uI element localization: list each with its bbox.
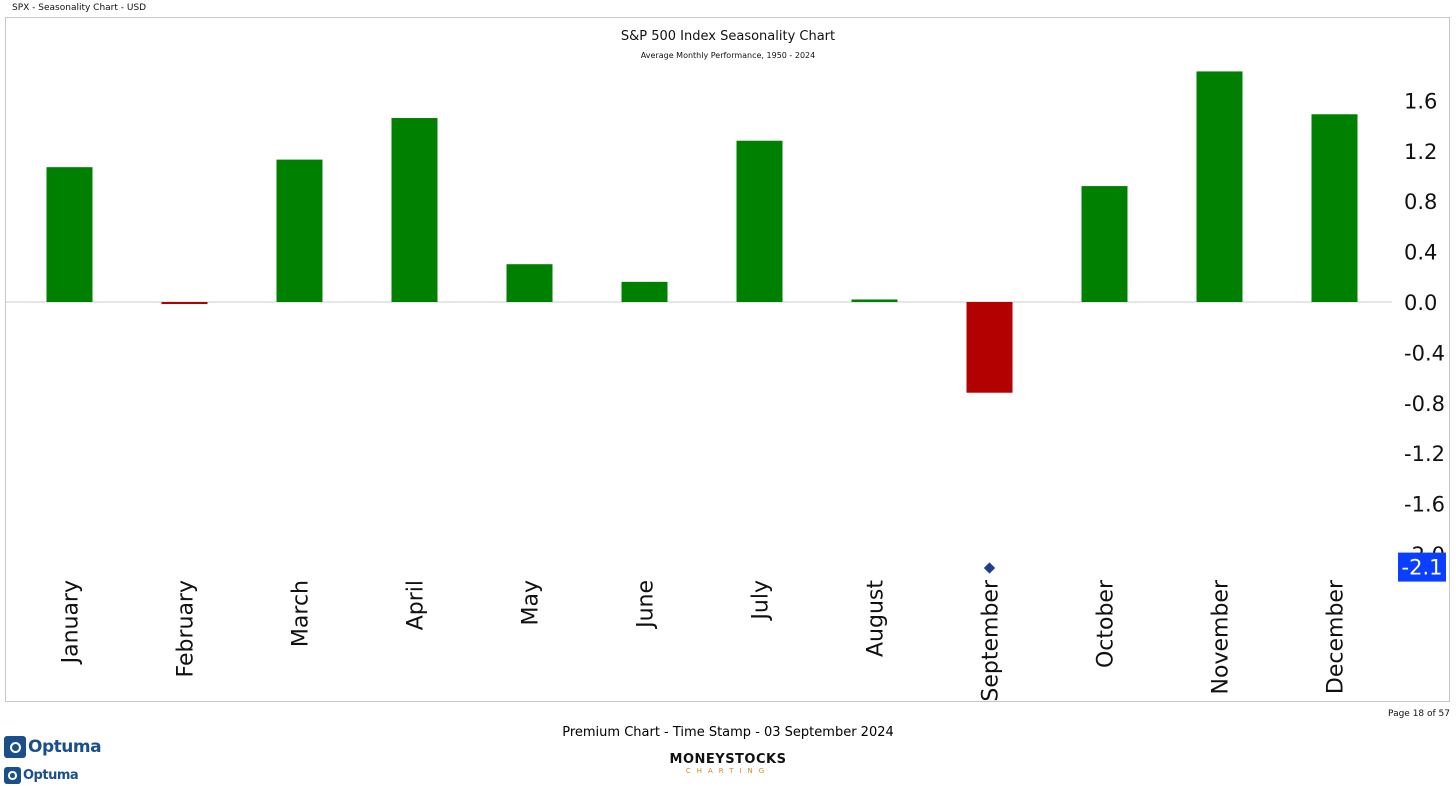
current-month-marker bbox=[983, 562, 996, 574]
optuma-logo-small: Optuma bbox=[4, 767, 79, 784]
optuma-logo-text: Optuma bbox=[28, 737, 102, 757]
y-tick-label: -1.2 bbox=[1404, 442, 1445, 466]
y-tick-label: 1.6 bbox=[1404, 89, 1437, 113]
bar-october bbox=[1081, 186, 1128, 302]
y-tick-label: -0.8 bbox=[1404, 392, 1445, 416]
optuma-logo-icon bbox=[4, 736, 26, 758]
timestamp-text: Premium Chart - Time Stamp - 03 Septembe… bbox=[562, 725, 894, 740]
category-label: February bbox=[174, 580, 199, 678]
category-label: October bbox=[1094, 579, 1119, 668]
brand-name: MONEYSTOCKS bbox=[669, 752, 787, 767]
bar-december bbox=[1311, 114, 1358, 302]
y-tick-label: 0.0 bbox=[1404, 291, 1437, 315]
category-label: September bbox=[979, 579, 1004, 702]
chart-title: S&P 500 Index Seasonality Chart bbox=[621, 29, 835, 44]
category-label: May bbox=[519, 580, 544, 625]
bars-layer bbox=[6, 71, 1392, 393]
y-tick-label: -0.4 bbox=[1404, 341, 1445, 365]
current-value-badge bbox=[1398, 552, 1446, 582]
chart-subtitle: Average Monthly Performance, 1950 - 2024 bbox=[641, 51, 815, 60]
current-value-label: -2.1 bbox=[1402, 556, 1443, 580]
x-axis: January February March April May June July Augu… bbox=[59, 562, 1349, 702]
page-number: Page 18 of 57 bbox=[1388, 709, 1450, 719]
bar-november bbox=[1196, 71, 1243, 302]
bar-june bbox=[621, 281, 668, 302]
bar-may bbox=[506, 264, 553, 302]
bar-july bbox=[736, 140, 783, 302]
category-label: July bbox=[749, 580, 774, 622]
bar-september bbox=[966, 302, 1013, 393]
category-label: January bbox=[59, 580, 84, 665]
bar-august bbox=[851, 299, 898, 302]
chart-symbol-label: SPX - Seasonality Chart - USD bbox=[12, 3, 147, 13]
y-tick-label: 1.2 bbox=[1404, 140, 1437, 164]
category-label: June bbox=[634, 580, 659, 630]
y-tick-label: 0.4 bbox=[1404, 241, 1437, 265]
category-label: April bbox=[404, 580, 429, 630]
chart-frame bbox=[5, 17, 1450, 702]
y-tick-label: 0.8 bbox=[1404, 190, 1437, 214]
optuma-logo: Optuma bbox=[4, 736, 102, 758]
category-label: August bbox=[864, 580, 889, 657]
category-label: March bbox=[289, 580, 314, 647]
bar-february bbox=[161, 302, 208, 304]
y-axis: 1.61.20.80.40.0-0.4-0.8-1.2-1.6-2.0-2.1 bbox=[1398, 89, 1446, 582]
brand-sub: CHARTING bbox=[685, 767, 771, 775]
bar-april bbox=[391, 118, 438, 302]
category-label: November bbox=[1209, 579, 1234, 694]
optuma-logo-small-icon bbox=[4, 767, 21, 784]
moneystocks-logo: MONEYSTOCKS CHARTING bbox=[0, 752, 1456, 775]
bar-january bbox=[46, 167, 93, 302]
y-tick-label: -1.6 bbox=[1404, 493, 1445, 517]
category-label: December bbox=[1324, 579, 1349, 694]
optuma-logo-small-text: Optuma bbox=[23, 768, 79, 783]
bar-march bbox=[276, 159, 323, 302]
